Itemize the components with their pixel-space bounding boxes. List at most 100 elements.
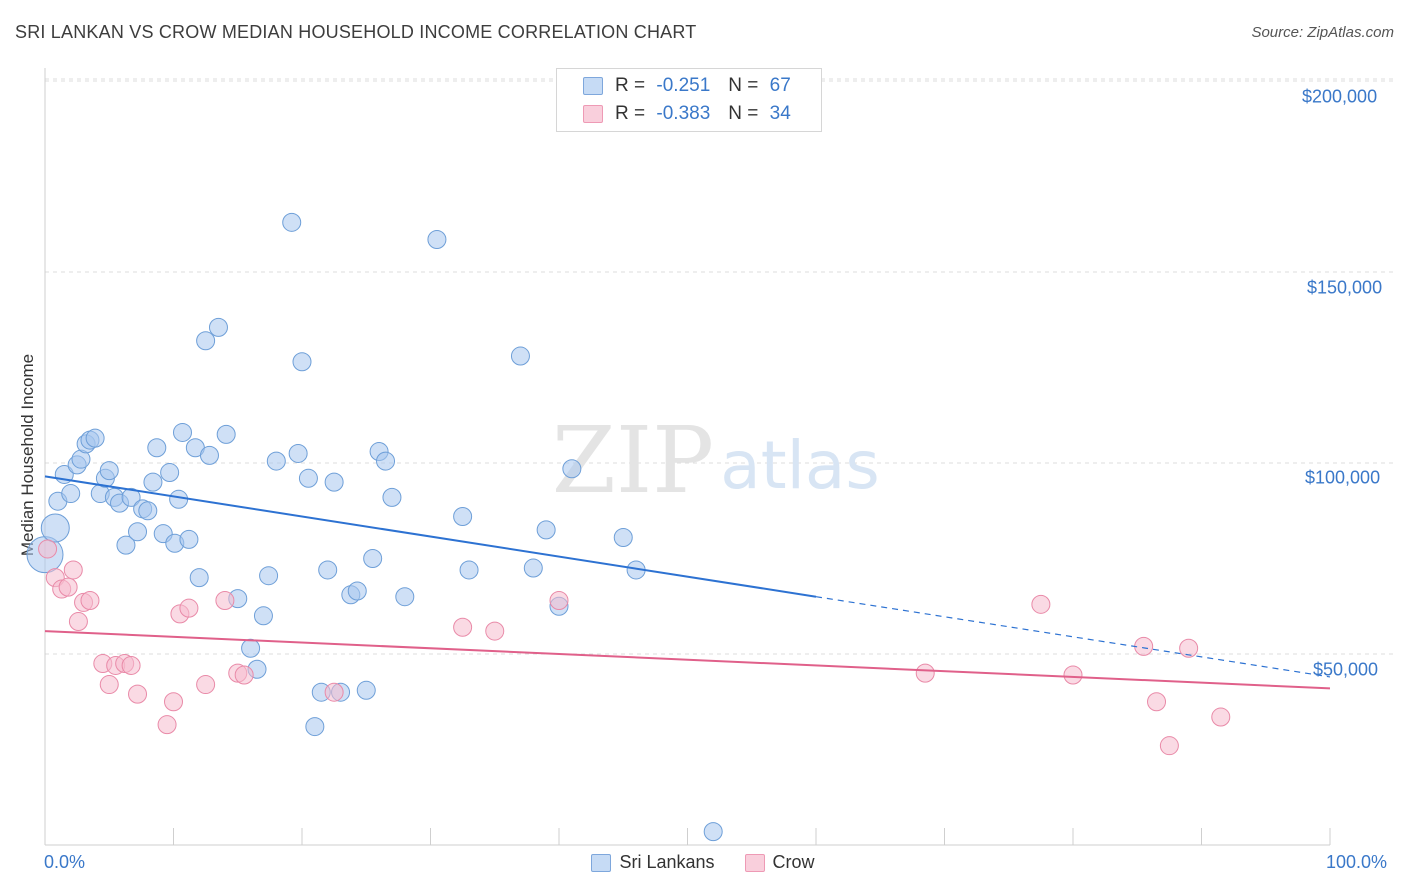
crow-point [234,665,254,685]
sri-lankans-point [160,463,180,483]
sri-lankans-point [427,230,447,250]
x-tick-label: 100.0% [1326,852,1388,872]
crow-point [1134,636,1154,656]
sri-lankans-point [216,424,236,444]
sri-lankans-point [259,566,279,586]
sri-lankans-point [143,472,163,492]
sri-lankans-point [169,489,189,509]
sri-lankans-trend-extension [815,596,1331,678]
sri-lankans-point [128,522,148,542]
crow-point [915,663,935,683]
sri-lankans-point [453,506,473,526]
sri-lankans-point [266,451,286,471]
stats-row-crow: R = -0.383 N = 34 [583,101,791,127]
n-value: 67 [769,75,791,96]
sri-lankans-point [172,422,192,442]
crow-point [1179,638,1199,658]
sri-lankans-point [363,549,383,568]
sri-lankans-point [288,443,308,463]
watermark-zip: ZIP [552,407,714,514]
sri-lankans-point [318,560,338,580]
legend-item-sri-lankans[interactable]: Sri Lankans [591,852,715,873]
sri-lankans-point [199,445,219,465]
sri-lankans-point [459,560,479,580]
sri-lankans-point [298,468,318,488]
sri-lankans-point [116,535,136,555]
sri-lankans-point [241,638,261,658]
stats-box: R = -0.251 N = 67 R = -0.383 N = 34 [556,68,822,132]
sri-lankans-point [356,680,376,700]
crow-point [453,617,473,637]
y-tick-label: $200,000 [1302,86,1378,107]
sri-lankans-swatch [583,77,603,95]
sri-lankans-point [179,529,199,549]
sri-lankans-point [196,331,216,351]
n-label: N = [728,75,759,96]
crow-point [38,539,58,559]
sri-lankans-point [510,346,530,366]
sri-lankans-legend-swatch [591,853,612,872]
crow-point [1159,736,1179,756]
sri-lankans-point [282,212,302,232]
sri-lankans-point [324,472,344,492]
crow-point [1147,692,1167,712]
sri-lankans-point [395,587,415,607]
crow-swatch [583,105,603,123]
sri-lankans-trend-line [44,475,817,598]
sri-lankans-point [523,558,543,578]
crow-point [121,655,141,675]
crow-point [128,684,148,704]
sri-lankans-point [562,459,582,479]
sri-lankans-point [613,527,633,547]
stats-row-sri-lankans: R = -0.251 N = 67 [583,73,791,99]
r-label: R = [615,103,646,124]
sri-lankans-point [536,520,556,540]
crow-point [164,692,183,712]
legend-label: Sri Lankans [619,852,715,872]
n-value: 34 [769,103,791,124]
sri-lankans-point [305,717,325,737]
sri-lankans-point [99,461,119,481]
sri-lankans-point [376,451,396,471]
sri-lankans-point [347,581,367,601]
sri-lankans-point [85,428,105,448]
y-tick-label: $100,000 [1305,467,1381,488]
crow-point [324,682,344,702]
sri-lankans-point [121,487,141,507]
crow-point [58,577,78,597]
source-label: Source: ZipAtlas.com [1251,24,1394,41]
sri-lankans-point [208,317,228,337]
crow-point [63,560,83,580]
crow-trend-line [44,630,1331,690]
legend-label: Crow [772,852,815,872]
crow-point [1211,707,1231,727]
sri-lankans-point [40,513,70,543]
crow-point [485,621,505,641]
crow-point [215,591,235,611]
sri-lankans-point [61,484,81,504]
crow-point [1063,665,1083,685]
x-tick-label: 0.0% [44,852,86,872]
sri-lankans-point [703,822,723,842]
legend: Sri Lankans Crow [0,852,1406,873]
r-label: R = [615,75,646,96]
sri-lankans-point [382,487,402,507]
crow-point [1031,594,1051,614]
crow-point [99,675,119,695]
y-tick-label: $150,000 [1307,277,1383,298]
crow-point [549,591,569,611]
r-value: -0.251 [656,75,711,96]
legend-item-crow[interactable]: Crow [744,852,815,873]
sri-lankans-point [189,568,209,588]
crow-point [68,612,88,632]
sri-lankans-point [147,438,167,458]
sri-lankans-point [292,352,312,372]
sri-lankans-point [253,606,273,626]
crow-point [157,715,177,735]
sri-lankans-point [138,501,158,521]
crow-point [196,675,216,695]
chart-title: SRI LANKAN VS CROW MEDIAN HOUSEHOLD INCO… [15,22,697,42]
crow-point [80,591,100,611]
crow-legend-swatch [744,853,765,872]
